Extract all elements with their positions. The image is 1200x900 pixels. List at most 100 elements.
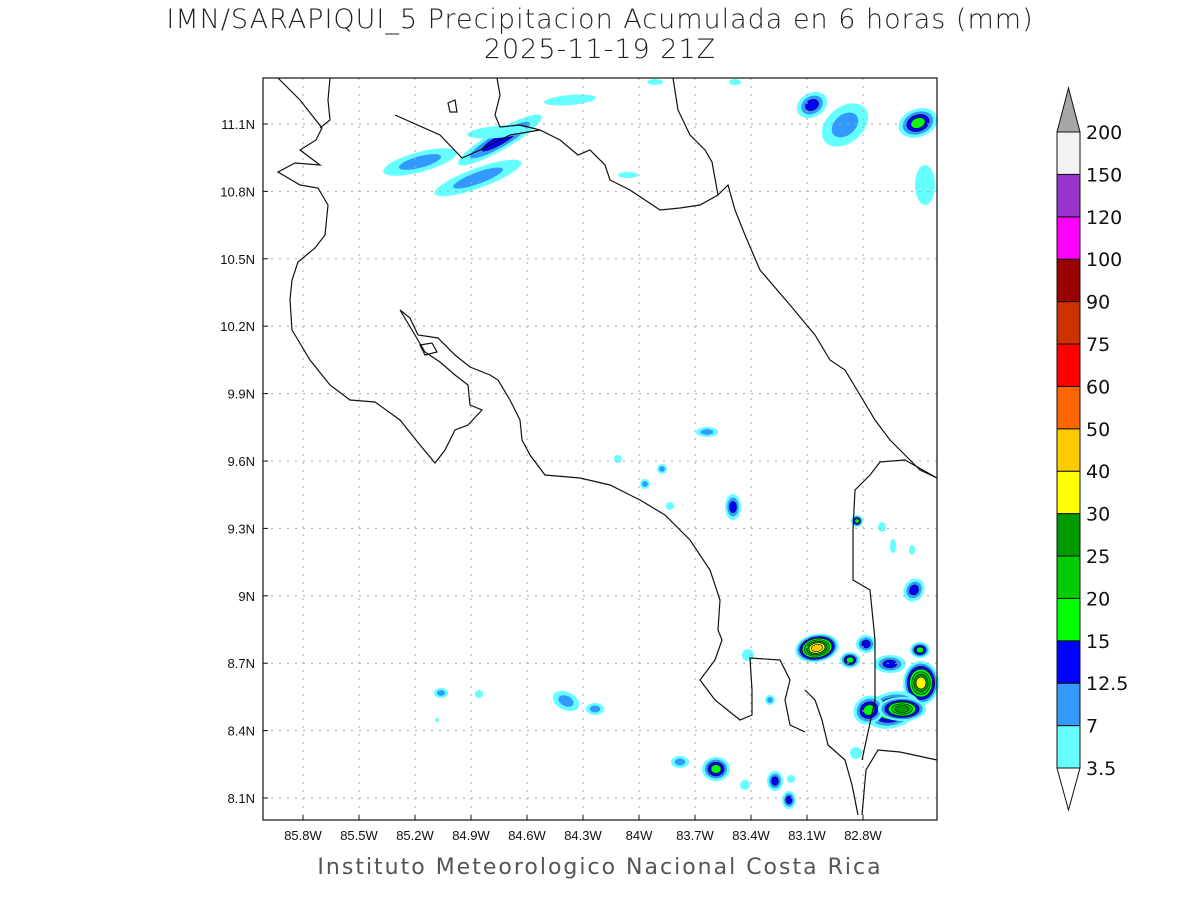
precipitation-contour xyxy=(674,758,686,766)
colorbar-label: 20 xyxy=(1086,588,1110,610)
precipitation-contour xyxy=(915,165,935,205)
colorbar-swatch xyxy=(1056,216,1081,260)
precipitation-contour xyxy=(846,656,854,664)
lon-tick-label: 83.1W xyxy=(788,828,826,843)
lat-tick-label: 10.2N xyxy=(220,319,255,334)
colorbar-swatch xyxy=(1056,131,1081,175)
precipitation-contour xyxy=(475,690,483,698)
panama-coastline xyxy=(861,749,938,816)
map-title: IMN/SARAPIQUI_5 Precipitacion Acumulada … xyxy=(166,4,1034,35)
precipitation-contour xyxy=(558,695,574,707)
precipitation-contour xyxy=(882,659,898,669)
colorbar-label: 100 xyxy=(1086,249,1122,271)
precipitation-contour xyxy=(894,705,910,713)
map-datetime: 2025-11-19 21Z xyxy=(483,34,717,65)
precipitation-contour xyxy=(740,780,750,790)
nicaragua-border xyxy=(319,77,331,129)
precipitation-contour xyxy=(831,112,859,138)
precipitation-contour xyxy=(700,429,714,435)
precipitation-contour xyxy=(647,79,663,85)
precipitation-fields xyxy=(383,79,939,809)
lon-tick-label: 84.6W xyxy=(508,828,546,843)
colorbar-swatch xyxy=(1056,597,1081,642)
colorbar-under-triangle xyxy=(1056,767,1081,812)
colorbar-label: 7 xyxy=(1086,716,1098,738)
precipitation-contour xyxy=(916,646,924,654)
colorbar-label: 3.5 xyxy=(1086,758,1116,780)
precipitation-contour xyxy=(771,776,779,786)
lat-tick-label: 9N xyxy=(238,589,255,604)
precipitation-contour xyxy=(787,775,795,783)
lon-tick-label: 82.8W xyxy=(844,828,882,843)
precipitation-contour xyxy=(850,747,862,759)
colorbar-swatch xyxy=(1056,640,1081,684)
colorbar-label: 90 xyxy=(1086,292,1110,314)
colorbar-label: 120 xyxy=(1086,207,1122,229)
colorbar-label: 60 xyxy=(1086,376,1110,398)
lat-tick-label: 9.3N xyxy=(228,521,255,536)
caribbean-coastline xyxy=(494,77,719,211)
coastlines xyxy=(276,77,938,816)
colorbar-label: 12.5 xyxy=(1086,673,1128,695)
precipitation-contour xyxy=(453,167,503,189)
lat-tick-label: 8.1N xyxy=(228,791,255,806)
precipitation-contour xyxy=(614,455,622,463)
precipitation-contour xyxy=(729,79,741,85)
grid-lines xyxy=(263,78,937,820)
osa-gulf-coastline xyxy=(804,689,859,816)
panama-border xyxy=(852,459,938,761)
precipitation-contour xyxy=(878,522,886,532)
precipitation-contour xyxy=(854,518,860,524)
precipitation-contour xyxy=(618,172,638,178)
precipitation-contour xyxy=(742,649,754,661)
precipitation-contour xyxy=(785,795,793,805)
precipitation-contour xyxy=(861,639,871,649)
precipitation-contour xyxy=(767,697,773,703)
colorbar-label: 50 xyxy=(1086,419,1110,441)
lon-tick-label: 85.5W xyxy=(340,828,378,843)
colorbar-swatch xyxy=(1056,301,1081,345)
colorbar-label: 30 xyxy=(1086,504,1110,526)
colorbar-label: 15 xyxy=(1086,631,1110,653)
colorbar-swatch xyxy=(1056,385,1081,430)
colorbar-swatch xyxy=(1056,470,1081,515)
pacific-coastline xyxy=(276,77,806,733)
island xyxy=(419,342,438,356)
colorbar-swatch xyxy=(1056,173,1081,218)
map-frame xyxy=(262,77,938,821)
precipitation-contour xyxy=(909,545,915,555)
precipitation-contour xyxy=(659,466,665,472)
precipitation-contour xyxy=(909,584,919,596)
precipitation-contour xyxy=(435,718,439,722)
colorbar-swatch xyxy=(1056,513,1081,557)
colorbar-swatch xyxy=(1056,725,1081,769)
colorbar-swatch xyxy=(1056,555,1081,599)
lat-tick-label: 11.1N xyxy=(221,117,255,132)
precipitation-contour xyxy=(729,501,737,513)
lon-tick-label: 85.8W xyxy=(284,828,322,843)
footer-credit: Instituto Meteorologico Nacional Costa R… xyxy=(317,855,883,880)
precipitation-contour xyxy=(910,117,926,129)
colorbar: 3.5 7 12.5 15 20 25 30 40 50 60 75 90 100 120 150 200 xyxy=(1056,86,1128,812)
precipitation-contour xyxy=(811,644,823,652)
precipitation-contour xyxy=(915,676,927,690)
lon-tick-label: 84W xyxy=(626,828,653,843)
lon-tick-label: 83.4W xyxy=(732,828,770,843)
precipitation-contour xyxy=(544,94,596,106)
precipitation-contour xyxy=(589,705,601,713)
colorbar-swatch xyxy=(1056,428,1081,472)
lon-tick-label: 84.9W xyxy=(452,828,490,843)
lat-tick-label: 9.6N xyxy=(228,454,255,469)
precipitation-contour xyxy=(642,481,648,487)
colorbar-label: 40 xyxy=(1086,461,1110,483)
colorbar-label: 200 xyxy=(1086,122,1122,144)
nicaragua-lake-shore xyxy=(394,114,541,159)
colorbar-label: 150 xyxy=(1086,164,1122,186)
caribbean-coastline-south xyxy=(717,183,938,479)
precipitation-contour xyxy=(436,690,446,696)
precipitation-contour xyxy=(666,502,674,510)
colorbar-swatch xyxy=(1056,682,1081,727)
colorbar-swatch xyxy=(1056,258,1081,303)
lon-tick-label: 84.3W xyxy=(564,828,602,843)
lon-tick-label: 85.2W xyxy=(396,828,434,843)
